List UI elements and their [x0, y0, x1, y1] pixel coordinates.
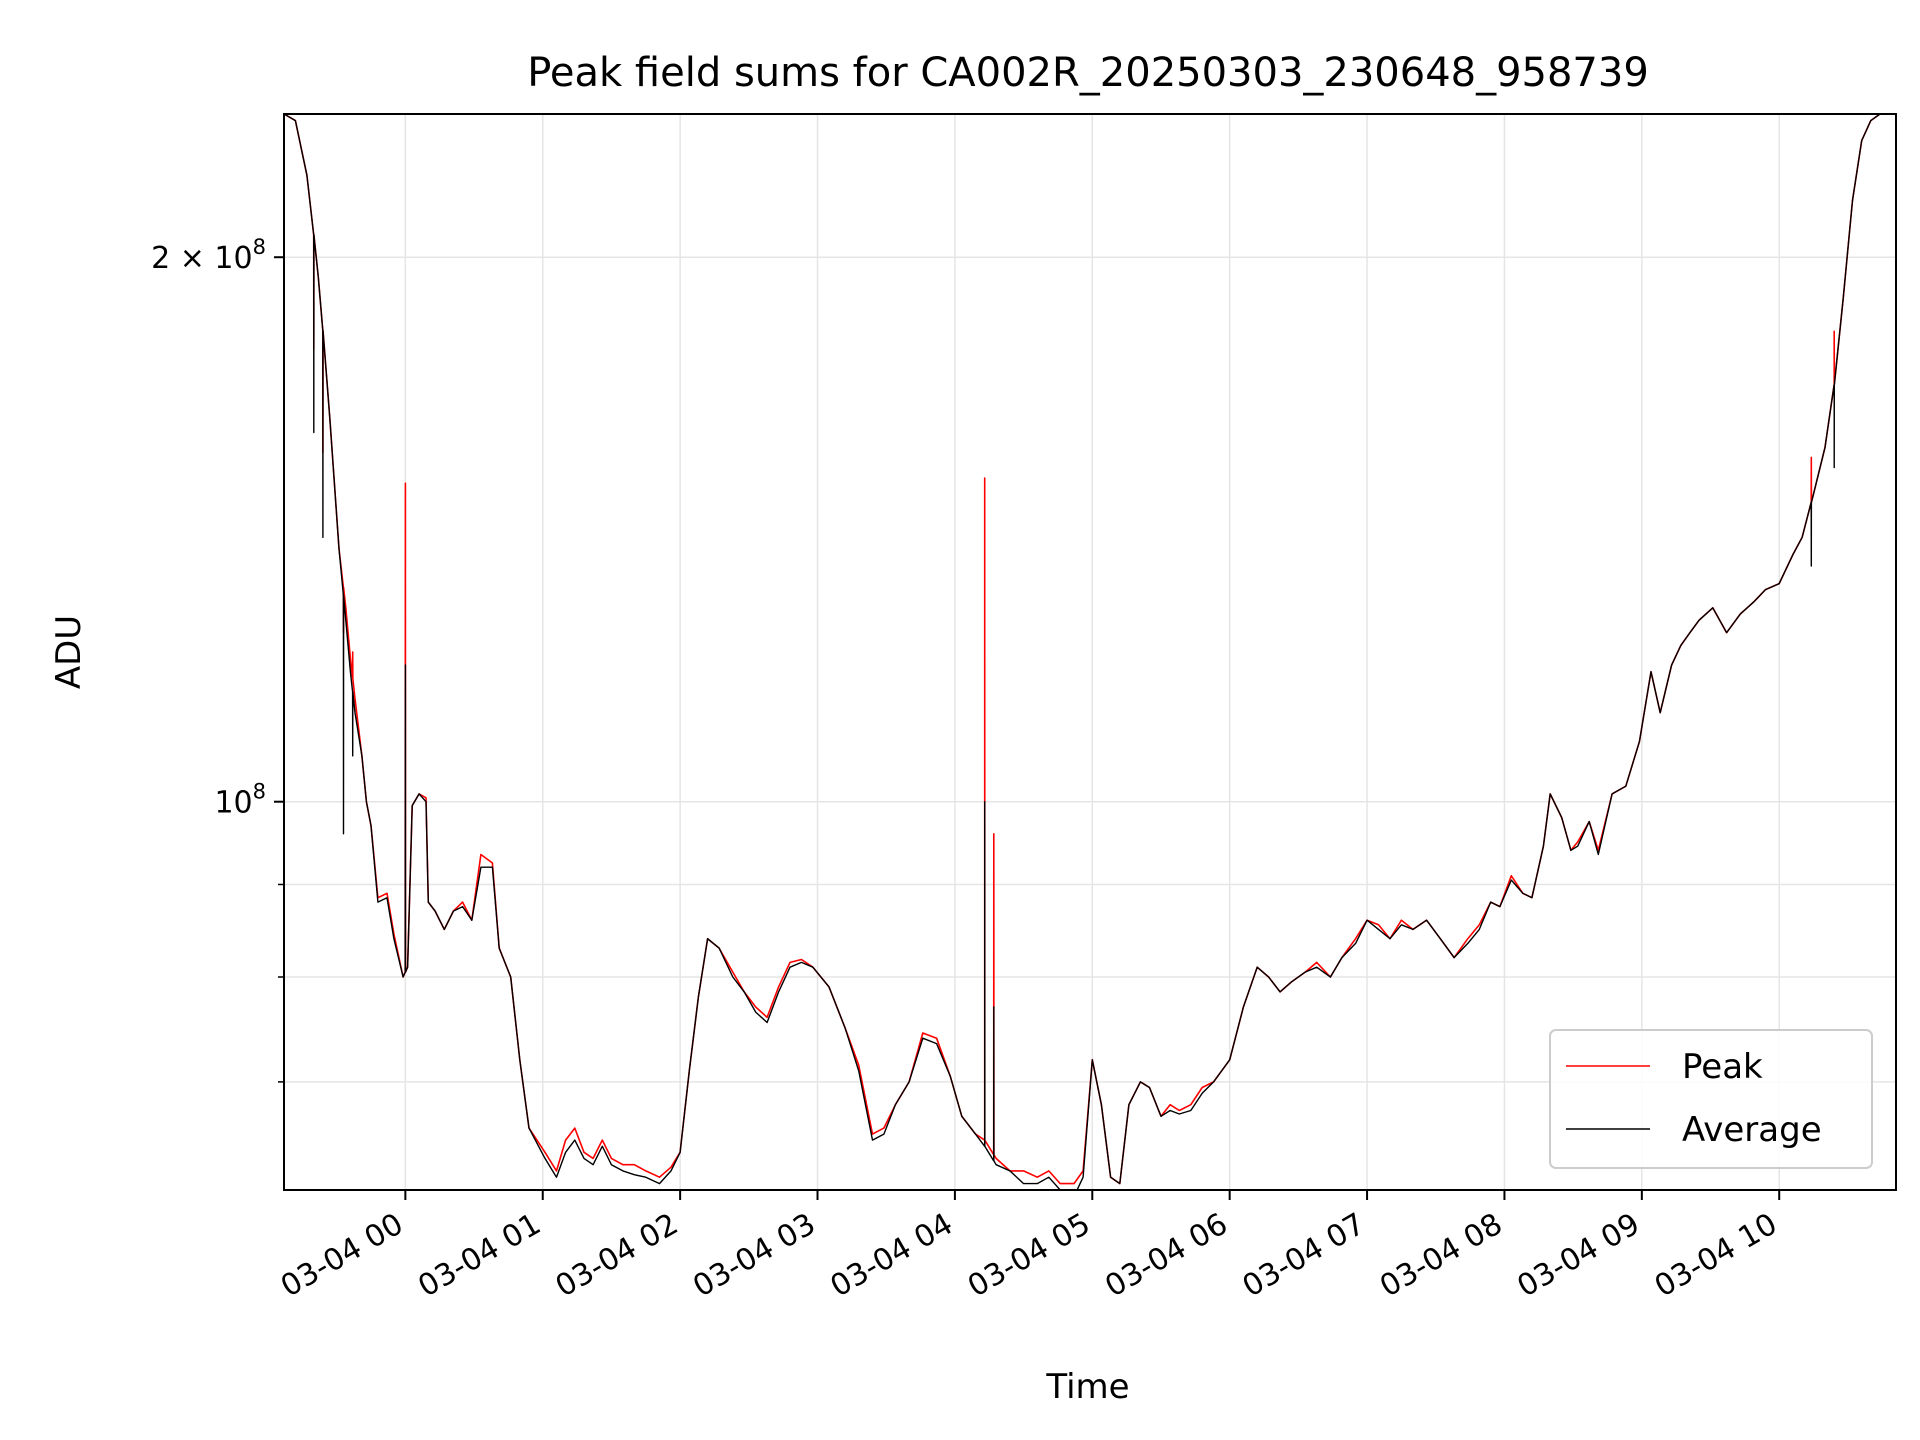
- series-layer: [284, 114, 1881, 1190]
- legend-label-peak: Peak: [1682, 1047, 1763, 1087]
- x-axis-label: Time: [1045, 1367, 1129, 1407]
- y-tick-label: 2 × 108: [151, 235, 266, 276]
- y-tick-label-exponent: 8: [253, 235, 266, 259]
- legend-label-average: Average: [1682, 1110, 1822, 1150]
- legend: Peak Average: [1549, 1029, 1873, 1169]
- y-tick-label-base: 2 × 10: [151, 241, 252, 276]
- y-tick-label-base: 10: [214, 786, 252, 821]
- series-line-average: [284, 114, 1881, 1190]
- chart-title: Peak field sums for CA002R_20250303_2306…: [527, 50, 1649, 96]
- legend-box: [1549, 1029, 1873, 1169]
- plot-frame: [283, 113, 1897, 1191]
- grid: [284, 114, 1896, 1190]
- y-tick-label: 108: [214, 780, 266, 821]
- y-axis-label: ADU: [49, 615, 89, 689]
- y-tick-label-exponent: 8: [253, 780, 266, 804]
